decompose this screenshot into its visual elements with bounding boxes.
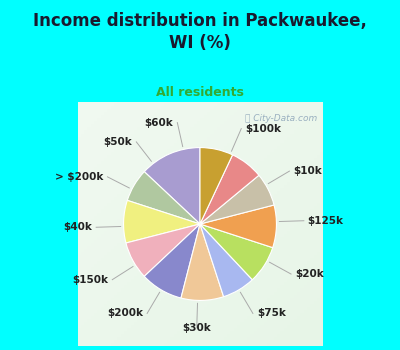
Text: $60k: $60k <box>145 118 174 128</box>
Wedge shape <box>200 175 274 224</box>
Text: $20k: $20k <box>295 269 324 279</box>
Text: $40k: $40k <box>63 222 92 232</box>
Wedge shape <box>200 224 273 280</box>
Wedge shape <box>200 155 259 224</box>
Wedge shape <box>144 148 200 224</box>
Text: All residents: All residents <box>156 86 244 99</box>
Text: $10k: $10k <box>293 166 322 176</box>
Wedge shape <box>200 205 276 247</box>
Text: $125k: $125k <box>308 216 344 226</box>
Text: $75k: $75k <box>257 308 286 319</box>
Wedge shape <box>127 172 200 224</box>
Text: $50k: $50k <box>104 137 132 147</box>
Text: $30k: $30k <box>182 323 211 333</box>
Wedge shape <box>200 148 232 224</box>
Wedge shape <box>126 224 200 276</box>
Wedge shape <box>181 224 224 300</box>
Text: $150k: $150k <box>72 275 108 285</box>
Text: $100k: $100k <box>245 124 281 134</box>
Wedge shape <box>124 201 200 243</box>
Text: $200k: $200k <box>107 308 143 319</box>
Text: Income distribution in Packwaukee,
WI (%): Income distribution in Packwaukee, WI (%… <box>33 12 367 52</box>
Wedge shape <box>200 224 252 297</box>
Text: ⓘ City-Data.com: ⓘ City-Data.com <box>245 114 318 123</box>
Wedge shape <box>144 224 200 298</box>
Text: > $200k: > $200k <box>55 172 104 182</box>
